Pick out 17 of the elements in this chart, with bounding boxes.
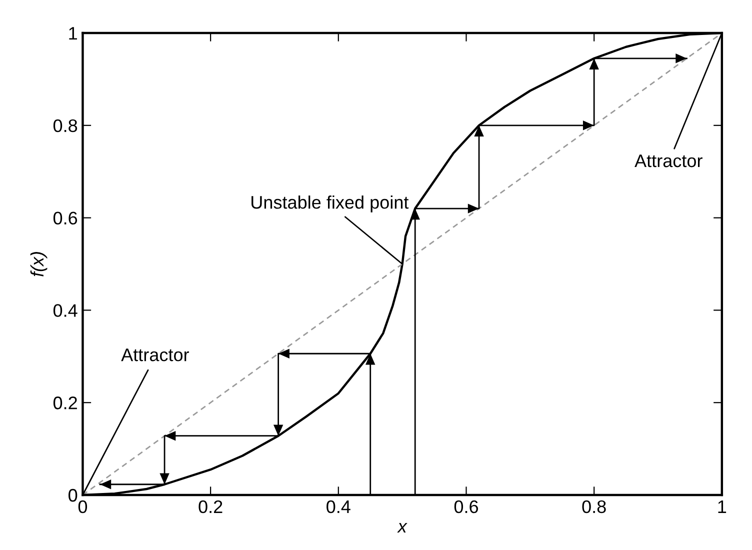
y-axis-title: f(x) (30, 252, 48, 276)
x-tick-label: 0.6 (454, 500, 478, 514)
y-tick-label: 1 (69, 27, 77, 40)
x-tick-label: 0.8 (582, 500, 606, 514)
annotation: Attractor (121, 348, 189, 362)
y-tick-label: 0.4 (53, 304, 78, 317)
x-tick-label: 0.4 (326, 500, 350, 514)
y-tick-label: 0 (68, 488, 78, 502)
x-tick-label: 1 (718, 500, 726, 513)
y-tick-label: 0.8 (53, 119, 78, 132)
x-tick-label: 0 (78, 500, 88, 514)
x-tick-label: 0.2 (198, 500, 222, 514)
y-tick-label: 0.6 (53, 212, 78, 225)
annotation: Unstable fixed point (252, 196, 409, 212)
x-axis-title: x (397, 523, 408, 533)
y-tick-label: 0.2 (53, 396, 77, 410)
annotation: Attractor (634, 154, 702, 168)
